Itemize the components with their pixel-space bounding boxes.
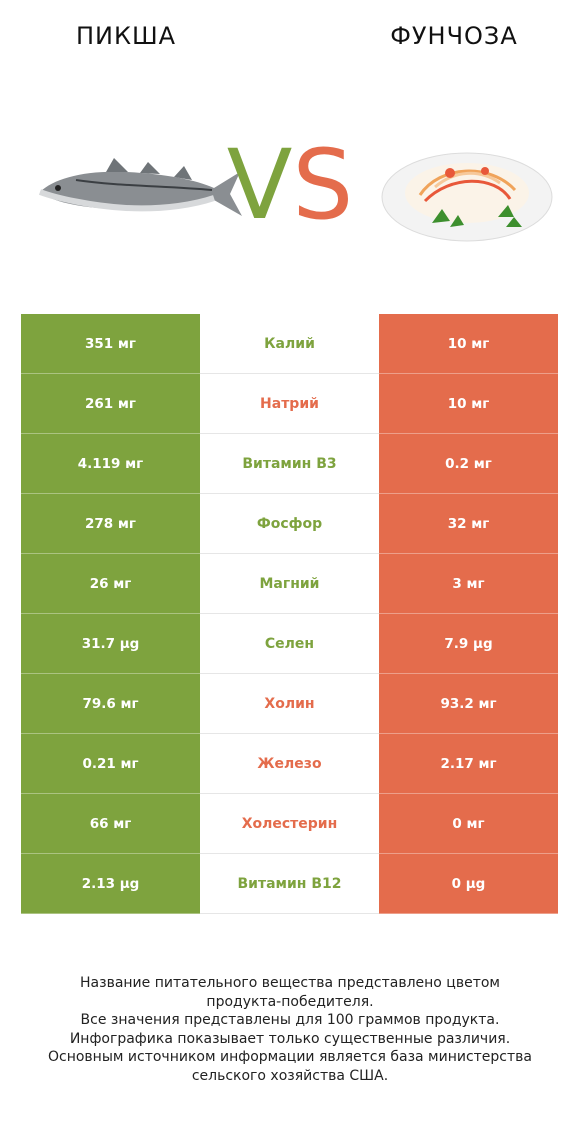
table-row: 0.21 мг Железо 2.17 мг (21, 734, 558, 794)
footer-line: Все значения представлены для 100 граммо… (80, 1012, 500, 1028)
footer-line: Основным источником информации является … (48, 1049, 532, 1065)
right-value: 10 мг (379, 374, 558, 434)
right-value: 32 мг (379, 494, 558, 554)
right-value: 0 мг (379, 794, 558, 854)
nutrient-name: Железо (200, 734, 379, 794)
funchoza-plate-image (381, 152, 553, 242)
left-value: 79.6 мг (21, 674, 200, 734)
right-value: 7.9 µg (379, 614, 558, 674)
table-row: 4.119 мг Витамин B3 0.2 мг (21, 434, 558, 494)
vs-s-letter: S (292, 129, 354, 241)
table-row: 2.13 µg Витамин B12 0 µg (21, 854, 558, 914)
left-value: 4.119 мг (21, 434, 200, 494)
right-product-title: ФУНЧОЗА (390, 22, 518, 50)
left-value: 261 мг (21, 374, 200, 434)
left-value: 2.13 µg (21, 854, 200, 914)
table-row: 66 мг Холестерин 0 мг (21, 794, 558, 854)
table-row: 278 мг Фосфор 32 мг (21, 494, 558, 554)
footer-line: Инфографика показывает только существенн… (69, 1030, 511, 1047)
nutrient-name: Холин (200, 674, 379, 734)
footer-line: Название питательного вещества представл… (80, 975, 500, 991)
left-value: 66 мг (21, 794, 200, 854)
nutrient-name: Витамин B12 (200, 854, 379, 914)
table-row: 261 мг Натрий 10 мг (21, 374, 558, 434)
table-row: 26 мг Магний 3 мг (21, 554, 558, 614)
nutrient-name: Холестерин (200, 794, 379, 854)
table-row: 351 мг Калий 10 мг (21, 314, 558, 374)
nutrient-name: Калий (200, 314, 379, 374)
vs-v-letter: V (226, 129, 293, 241)
left-value: 278 мг (21, 494, 200, 554)
footer-note: Название питательного вещества представл… (20, 974, 560, 1085)
nutrient-name: Фосфор (200, 494, 379, 554)
nutrient-name: Селен (200, 614, 379, 674)
nutrient-name: Магний (200, 554, 379, 614)
left-product-title: ПИКША (75, 22, 177, 50)
nutrient-comparison-table: 351 мг Калий 10 мг 261 мг Натрий 10 мг 4.119 м… (21, 314, 558, 914)
left-value: 26 мг (21, 554, 200, 614)
right-value: 2.17 мг (379, 734, 558, 794)
left-value: 0.21 мг (21, 734, 200, 794)
nutrient-name: Витамин B3 (200, 434, 379, 494)
footer-line: сельского хозяйства США. (191, 1067, 389, 1084)
right-value: 0 µg (379, 854, 558, 914)
right-value: 10 мг (379, 314, 558, 374)
left-value: 351 мг (21, 314, 200, 374)
versus-label: VS (222, 130, 358, 240)
nutrient-name: Натрий (200, 374, 379, 434)
footer-line: продукта-победителя. (206, 993, 374, 1010)
right-value: 93.2 мг (379, 674, 558, 734)
right-value: 3 мг (379, 554, 558, 614)
right-value: 0.2 мг (379, 434, 558, 494)
left-value: 31.7 µg (21, 614, 200, 674)
table-row: 31.7 µg Селен 7.9 µg (21, 614, 558, 674)
table-row: 79.6 мг Холин 93.2 мг (21, 674, 558, 734)
haddock-fish-image (38, 158, 242, 216)
